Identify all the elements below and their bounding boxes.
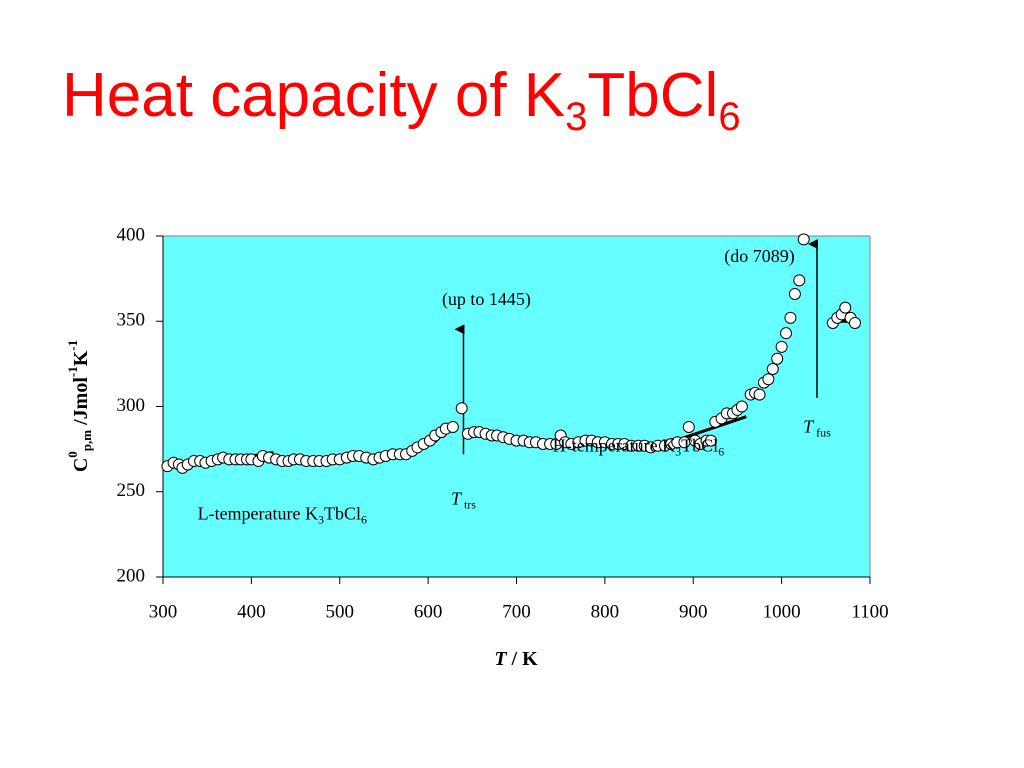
y-tick-label: 300 (117, 395, 146, 416)
text-part: L-temperature K (198, 504, 318, 524)
text-part: fus (813, 425, 831, 439)
text-part: (do 7089) (724, 246, 795, 267)
x-tick-label: 500 (326, 601, 355, 622)
y-axis-label: C0p,m /Jmol-1K-1 (65, 340, 94, 472)
data-point (839, 301, 852, 314)
text-part: T (494, 648, 507, 670)
text-part: TbCl (324, 504, 361, 524)
text-part: 0 (65, 451, 80, 458)
data-point (735, 400, 748, 413)
plot-area (162, 235, 871, 578)
y-tick-label: 250 (117, 480, 146, 501)
x-tick-label: 600 (414, 601, 443, 622)
data-point (455, 402, 468, 415)
x-tick-label: 900 (679, 601, 708, 622)
x-tick-label: 1000 (763, 601, 801, 622)
text-part: / K (507, 648, 539, 670)
y-tick-label: 200 (117, 565, 146, 586)
y-tick-label: 350 (117, 310, 146, 331)
text-part: TbCl (681, 436, 718, 456)
annotation: H-temperature K3TbCl6 (553, 436, 724, 459)
text-part: 6 (718, 95, 740, 139)
x-tick-label: 400 (237, 601, 266, 622)
text-part: TbCl (587, 61, 718, 130)
fit-line (675, 415, 747, 443)
data-point (793, 274, 806, 287)
data-point (848, 316, 861, 329)
text-part: H-temperature K (553, 436, 675, 456)
text-part: T (803, 417, 815, 437)
text-part: -1 (65, 340, 80, 351)
annotation: L-temperature K3TbCl6 (198, 504, 367, 527)
text-part: T (451, 488, 463, 508)
data-point (780, 327, 793, 340)
text-part: /Jmol (70, 377, 92, 430)
data-point (446, 420, 459, 433)
x-tick-label: 700 (502, 601, 531, 622)
annotation: T fus (803, 417, 831, 440)
data-point (771, 352, 784, 365)
data-point (775, 340, 788, 353)
y-tick-label: 400 (117, 224, 146, 245)
slide-title: Heat capacity of K3TbCl6 (62, 61, 741, 138)
annotation: (up to 1445) (442, 289, 531, 310)
annotation: T trs (451, 488, 476, 511)
data-point (682, 420, 695, 433)
data-point (788, 287, 801, 300)
data-point (704, 434, 717, 447)
text-part: Heat capacity of K (62, 61, 565, 130)
data-point (766, 362, 779, 375)
text-part: 3 (565, 95, 587, 139)
data-point (784, 311, 797, 324)
x-axis-label: T / K (494, 648, 538, 670)
text-part: -1 (65, 366, 80, 377)
data-point (753, 388, 766, 401)
text-part: C (70, 458, 92, 472)
x-tick-label: 800 (591, 601, 620, 622)
text-part: 6 (361, 512, 367, 526)
annotation: (do 7089) (724, 246, 795, 267)
text-part: (up to 1445) (442, 289, 531, 310)
data-point (762, 373, 775, 386)
text-part: trs (461, 497, 476, 511)
text-part: 3 (675, 444, 681, 458)
data-point (797, 233, 810, 246)
x-tick-label: 1100 (851, 601, 888, 622)
text-part: 6 (718, 444, 724, 458)
text-part: K (70, 350, 92, 366)
x-tick-label: 300 (149, 601, 178, 622)
text-part: 3 (318, 512, 324, 526)
text-part: p,m (79, 430, 94, 451)
